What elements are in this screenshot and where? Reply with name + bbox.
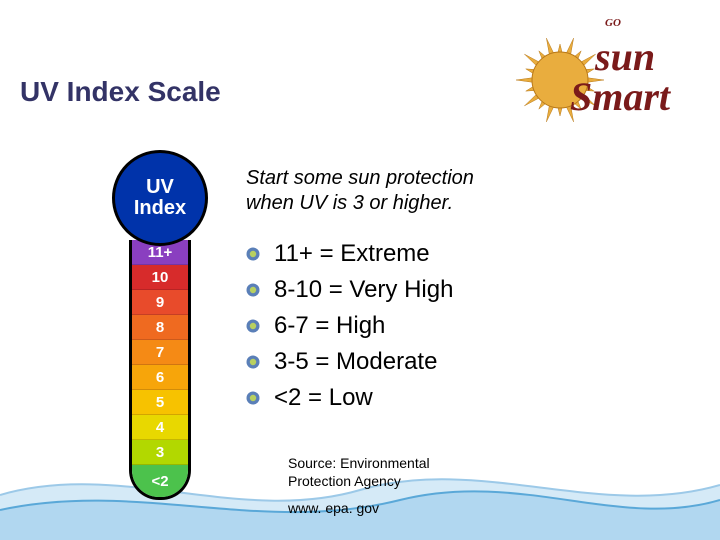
list-item: 6-7 = High (246, 312, 453, 340)
subtitle-line2: when UV is 3 or higher. (246, 192, 453, 214)
thermometer-segment: 6 (132, 365, 188, 390)
thermometer-segment: 9 (132, 290, 188, 315)
thermometer-segment: 4 (132, 415, 188, 440)
uv-thermometer: UV Index 11+109876543<2 (110, 150, 210, 500)
source-url: www. epa. gov (288, 500, 379, 516)
thermometer-segment: 10 (132, 265, 188, 290)
list-item-label: 11+ = Extreme (274, 240, 430, 268)
bullet-icon (246, 319, 260, 333)
list-item-label: <2 = Low (274, 384, 373, 412)
bulb-label-2: Index (134, 198, 186, 219)
bullet-icon (246, 391, 260, 405)
bullet-icon (246, 283, 260, 297)
list-item-label: 6-7 = High (274, 312, 385, 340)
list-item: 3-5 = Moderate (246, 348, 453, 376)
thermometer-segment: 5 (132, 390, 188, 415)
source-text: Source: Environmental Protection Agency (288, 455, 430, 490)
list-item: 11+ = Extreme (246, 240, 453, 268)
bullet-icon (246, 355, 260, 369)
page-title: UV Index Scale (20, 76, 221, 108)
logo-sun-text: sun (594, 34, 655, 79)
bullet-icon (246, 247, 260, 261)
thermometer-segment: <2 (132, 465, 188, 497)
thermometer-segment: 8 (132, 315, 188, 340)
sunsmart-logo: GO sun Smart (500, 8, 700, 138)
thermometer-stem: 11+109876543<2 (129, 240, 191, 500)
source-line1: Source: Environmental (288, 455, 430, 471)
list-item-label: 8-10 = Very High (274, 276, 453, 304)
list-item: 8-10 = Very High (246, 276, 453, 304)
uv-scale-list: 11+ = Extreme 8-10 = Very High 6-7 = High 3… (246, 240, 453, 420)
list-item-label: 3-5 = Moderate (274, 348, 437, 376)
thermometer-segment: 3 (132, 440, 188, 465)
bulb-label-1: UV (146, 177, 174, 198)
logo-smart-text: Smart (570, 74, 672, 119)
subtitle: Start some sun protection when UV is 3 o… (246, 166, 546, 216)
logo-go: GO (605, 17, 621, 29)
list-item: <2 = Low (246, 384, 453, 412)
source-line2: Protection Agency (288, 473, 401, 489)
thermometer-bulb: UV Index (112, 150, 208, 246)
thermometer-segment: 7 (132, 340, 188, 365)
subtitle-line1: Start some sun protection (246, 167, 474, 189)
